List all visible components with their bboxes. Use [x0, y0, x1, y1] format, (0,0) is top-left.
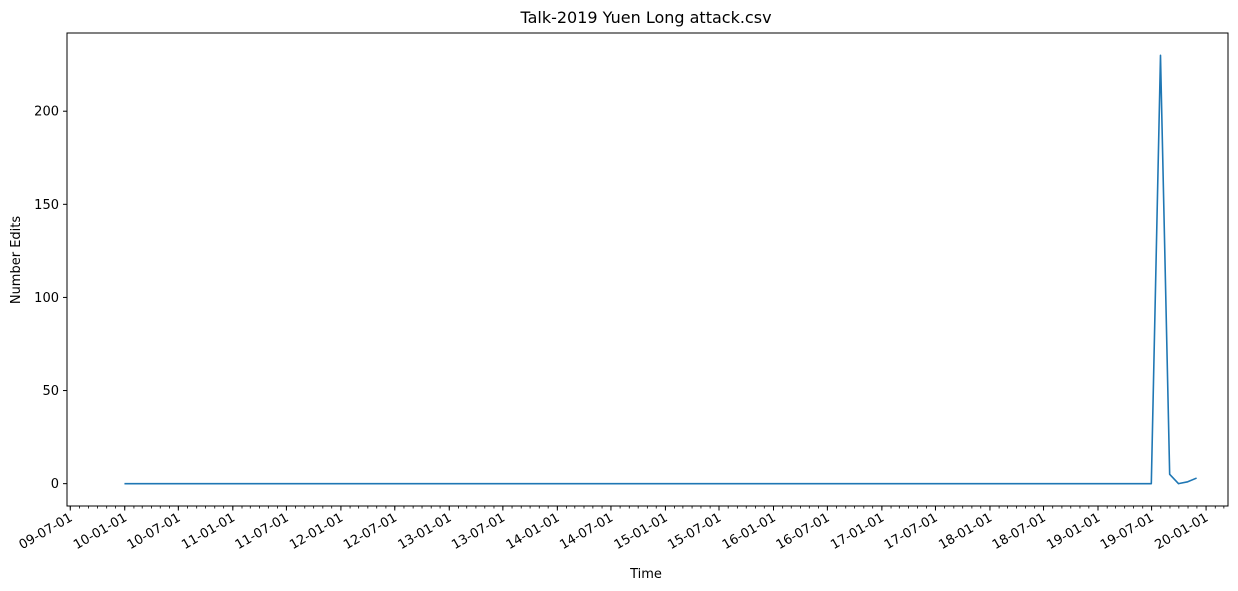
- chart-title: Talk-2019 Yuen Long attack.csv: [519, 8, 771, 27]
- x-tick-label: 19-07-01: [1098, 510, 1157, 552]
- x-tick-label: 10-07-01: [125, 510, 184, 552]
- x-tick-label: 09-07-01: [17, 510, 76, 552]
- x-tick-label: 17-01-01: [828, 510, 887, 552]
- x-tick-label: 11-07-01: [233, 510, 292, 552]
- plot-frame: [66, 32, 1229, 507]
- x-tick-label: 11-01-01: [179, 510, 238, 552]
- x-tick-label: 16-01-01: [720, 510, 779, 552]
- x-tick-label: 17-07-01: [882, 510, 941, 552]
- x-tick-label: 13-01-01: [396, 510, 455, 552]
- x-axis-label: Time: [629, 567, 662, 582]
- y-tick-label: 200: [34, 105, 59, 120]
- x-tick-label: 14-07-01: [557, 510, 616, 552]
- x-tick-label: 13-07-01: [449, 510, 508, 552]
- y-tick-label: 100: [34, 291, 59, 306]
- x-tick-label: 10-01-01: [71, 510, 130, 552]
- x-tick-label: 12-01-01: [287, 510, 346, 552]
- y-tick-label: 150: [34, 198, 59, 213]
- x-tick-label: 16-07-01: [774, 510, 833, 552]
- series-line-0: [124, 54, 1197, 485]
- y-tick-label: 0: [51, 477, 59, 492]
- x-tick-label: 18-01-01: [936, 510, 995, 552]
- plot-area: [66, 32, 1229, 507]
- y-axis-label: Number Edits: [9, 216, 24, 305]
- x-tick-label: 15-07-01: [665, 510, 724, 552]
- x-tick-label: 15-01-01: [612, 510, 671, 552]
- x-tick-label: 14-01-01: [504, 510, 563, 552]
- x-tick-label: 18-07-01: [990, 510, 1049, 552]
- y-tick-label: 50: [42, 384, 59, 399]
- x-tick-label: 12-07-01: [341, 510, 400, 552]
- y-axis: 0 50 100 150 200: [34, 105, 67, 492]
- x-axis: 09-07-0110-01-0110-07-0111-01-0111-07-01…: [17, 506, 1225, 553]
- x-tick-label: 19-01-01: [1044, 510, 1103, 552]
- x-tick-label: 20-01-01: [1152, 510, 1211, 552]
